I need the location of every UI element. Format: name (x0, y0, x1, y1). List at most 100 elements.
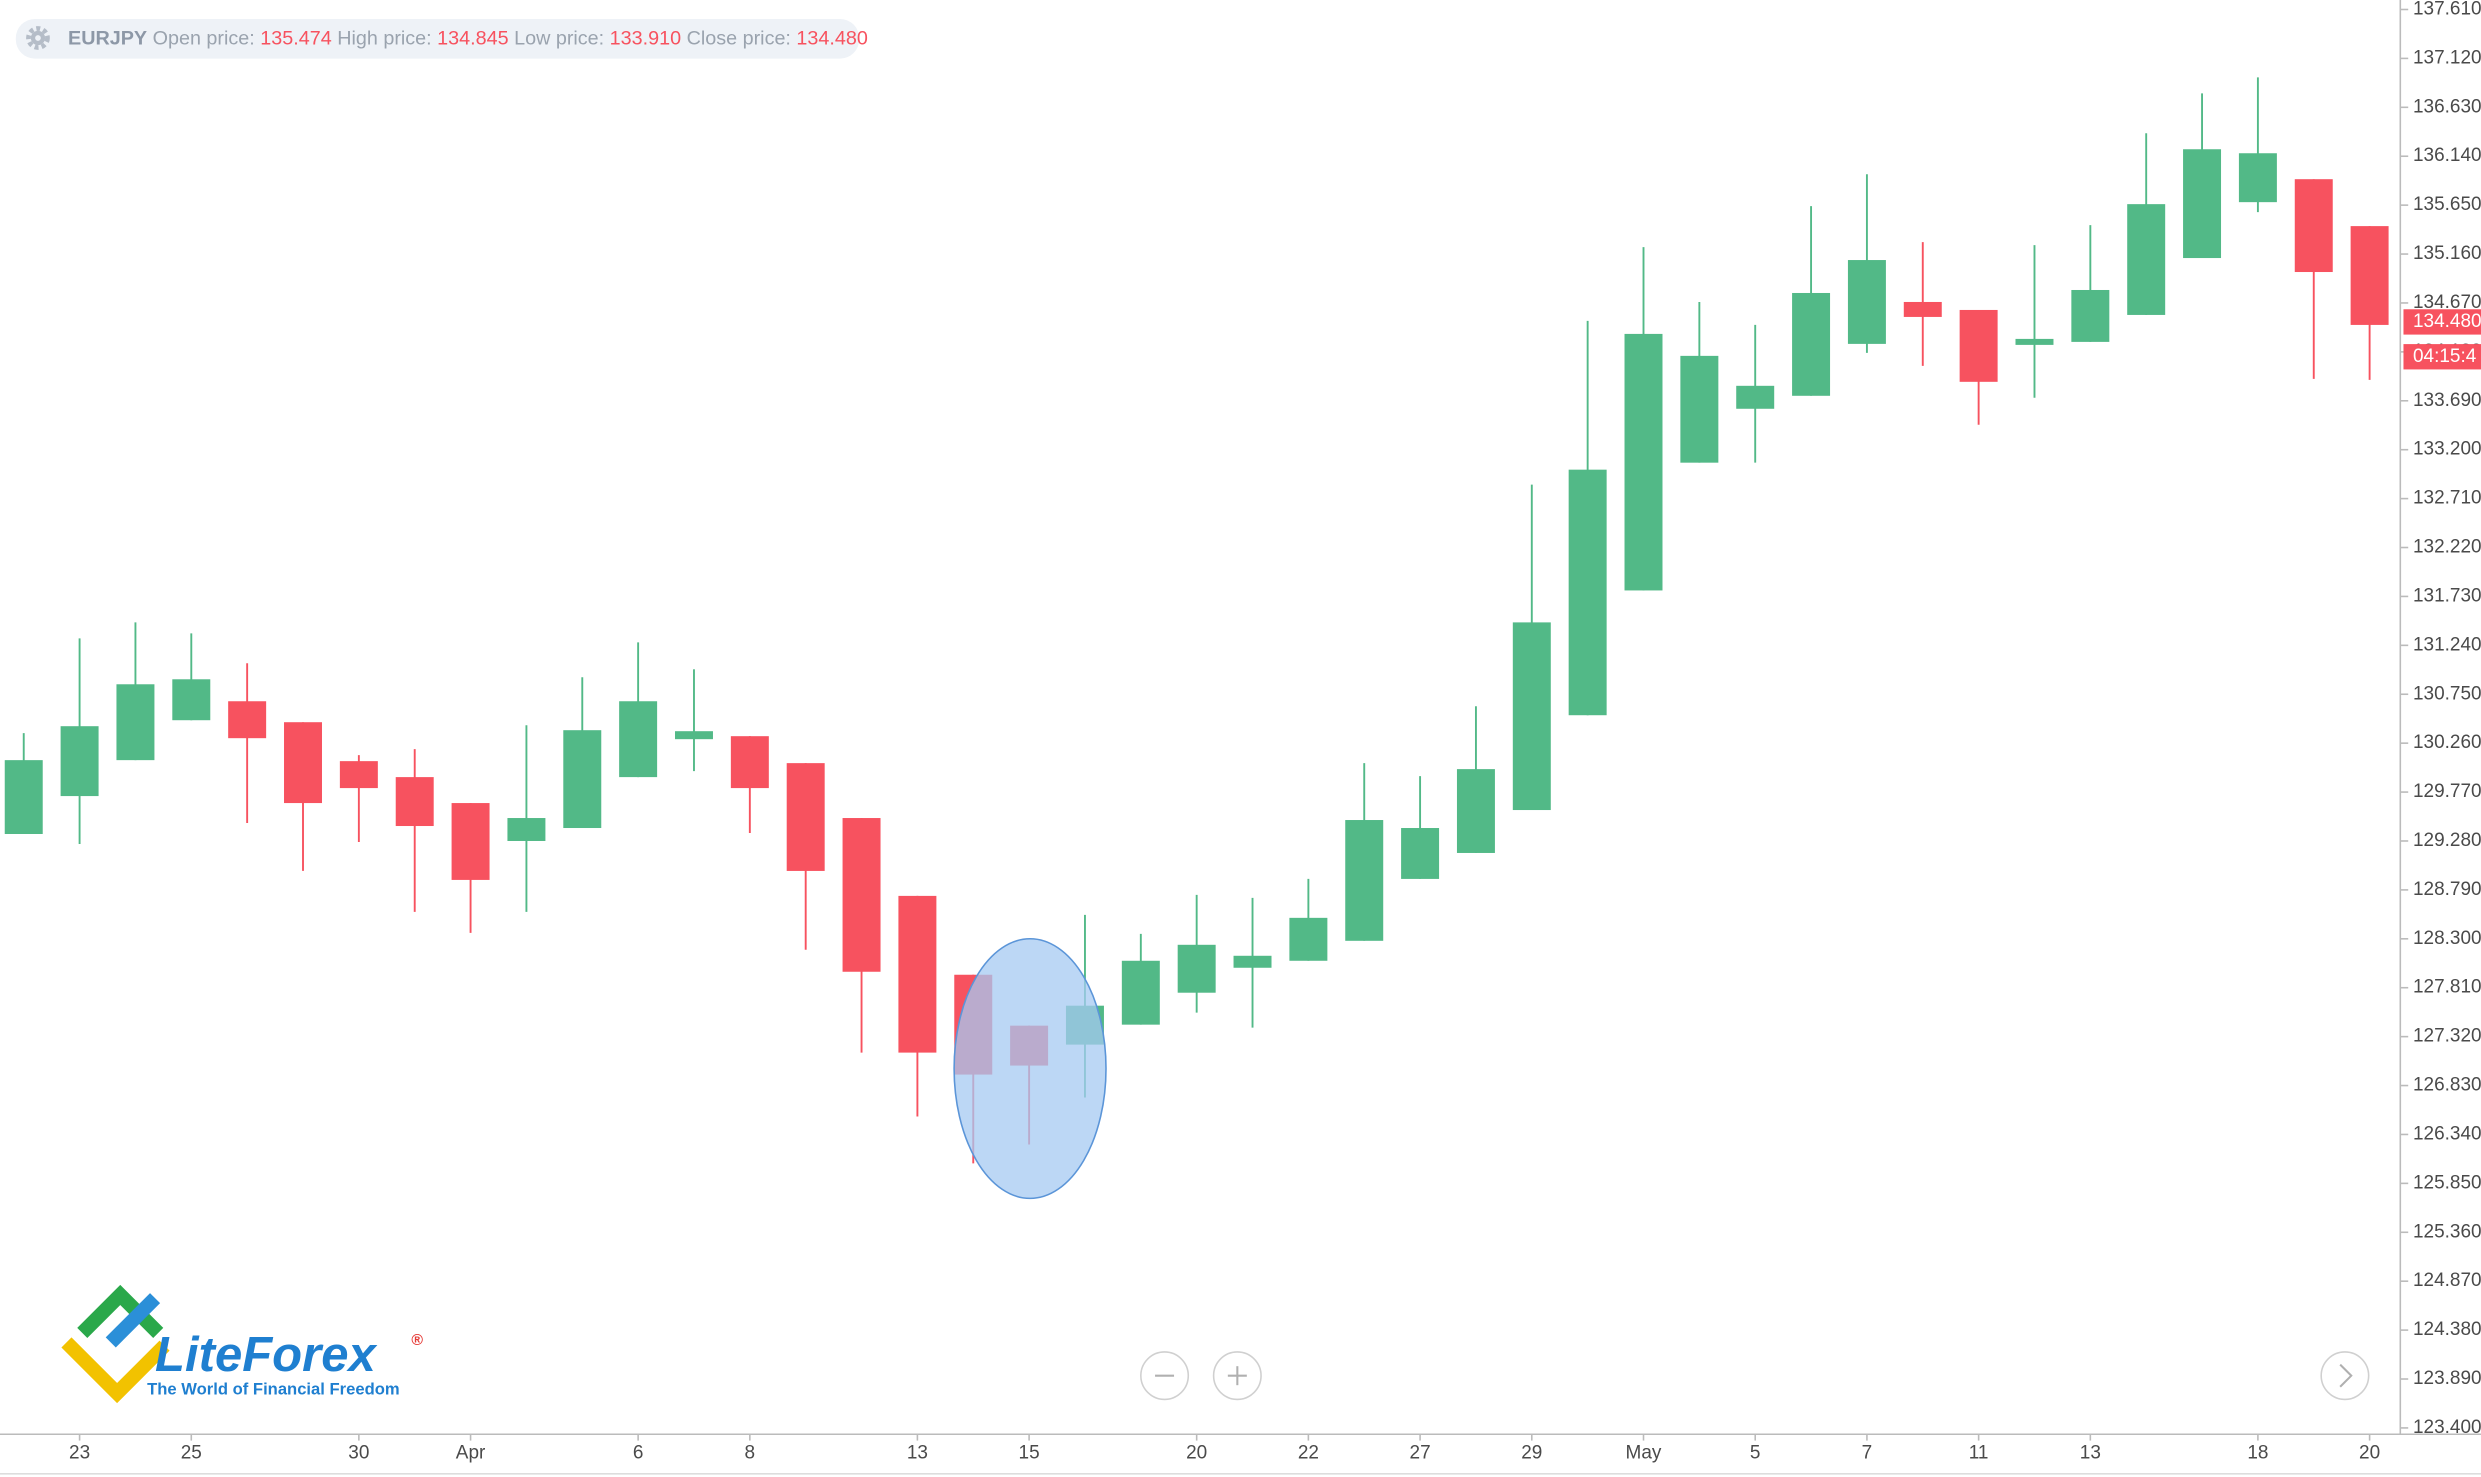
x-tick-label: 8 (745, 1442, 756, 1463)
candle-body (2015, 338, 2054, 345)
candle-body (4, 760, 43, 835)
logo-tagline: The World of Financial Freedom (147, 1379, 399, 1398)
x-tick-label: 20 (1186, 1442, 1207, 1463)
low-value: 133.910 (610, 28, 681, 50)
candle-body (898, 895, 937, 1053)
y-tick-label: 127.320 (2413, 1026, 2481, 1047)
button-circle (2320, 1351, 2370, 1401)
x-tick-label: 7 (1862, 1442, 1873, 1463)
x-tick-label: May (1626, 1442, 1662, 1463)
y-tick-label: 124.870 (2413, 1270, 2481, 1291)
y-tick-label: 127.810 (2413, 977, 2481, 998)
zoom-out-button[interactable] (1140, 1351, 1190, 1401)
y-tick-label: 137.610 (2413, 0, 2481, 20)
candle-body (507, 818, 546, 841)
candle-body (284, 722, 322, 804)
candle-body (1289, 917, 1328, 961)
y-axis: 137.610 137.120 136.630 136.140 135.650 135.1… (2400, 0, 2481, 1438)
gear-teeth (26, 26, 50, 50)
close-label: Close price: (687, 28, 791, 50)
y-tick-label: 136.140 (2413, 145, 2481, 166)
y-tick-label: 128.790 (2413, 879, 2481, 900)
y-tick-label: 132.220 (2413, 537, 2481, 558)
y-tick-label: 134.670 (2413, 292, 2481, 313)
candle-body (674, 731, 713, 740)
y-tick-label: 123.890 (2413, 1368, 2481, 1389)
last-price-label: 134.480 (2413, 311, 2481, 332)
symbol: EURJPY (68, 28, 147, 50)
x-tick-label: 30 (348, 1442, 369, 1463)
candle-body (786, 763, 825, 871)
scroll-right-button[interactable] (2320, 1351, 2370, 1401)
candle-body (1121, 960, 1160, 1025)
y-tick-label: 129.280 (2413, 830, 2481, 851)
candle-body (2350, 226, 2389, 325)
candle-body (1736, 385, 1775, 409)
header: EURJPY Open price: 135.474 High price: 1… (15, 18, 868, 59)
candle-body (1456, 769, 1495, 853)
candle-body (60, 726, 99, 797)
candle-body (563, 730, 602, 829)
logo-name: LiteForex (155, 1328, 377, 1382)
candle-body (1959, 309, 1998, 382)
candle-body (451, 803, 490, 880)
candle-body (1177, 944, 1216, 993)
high-value: 134.845 (437, 28, 508, 50)
candle-body (2127, 204, 2166, 315)
x-tick-label: 13 (2080, 1442, 2101, 1463)
candle-body (2183, 149, 2222, 259)
x-tick-label: 13 (907, 1442, 928, 1463)
candle-body (1512, 622, 1551, 811)
timer-bg (2403, 344, 2481, 370)
y-tick-label: 128.300 (2413, 928, 2481, 949)
y-tick-label: 130.750 (2413, 683, 2481, 704)
y-tick-label: 126.830 (2413, 1075, 2481, 1096)
open-label: Open price: (153, 28, 255, 50)
x-axis: 23 25 30 Apr 6 8 13 15 20 22 27 29 May 5 7 11 13 18 20 (69, 1434, 2380, 1463)
x-tick-label: 15 (1019, 1442, 1040, 1463)
candle-body (116, 684, 155, 761)
candle-body (1624, 333, 1663, 591)
logo-green (77, 1284, 164, 1338)
x-tick-label: 20 (2359, 1442, 2380, 1463)
x-tick-label: 18 (2247, 1442, 2268, 1463)
y-tick-label: 133.200 (2413, 439, 2481, 460)
logo: LiteForex ® The World of Financial Freed… (61, 1284, 423, 1404)
candle-body (1568, 469, 1607, 716)
y-tick-label: 131.730 (2413, 585, 2481, 606)
x-tick-label: 29 (1521, 1442, 1542, 1463)
logo-yellow (61, 1337, 170, 1404)
timer-label: 04:15:4 (2413, 346, 2476, 367)
x-tick-label: 6 (633, 1442, 644, 1463)
candle-body (730, 736, 769, 789)
candle-body (2294, 179, 2333, 273)
candle-body (1847, 260, 1886, 344)
y-tick-label: 124.380 (2413, 1319, 2481, 1340)
x-tick-label: 25 (181, 1442, 202, 1463)
x-tick-label: 11 (1969, 1442, 1989, 1463)
y-tick-label: 130.260 (2413, 732, 2481, 753)
x-tick-label: 22 (1298, 1442, 1319, 1463)
header-text: EURJPY Open price: 135.474 High price: 1… (68, 28, 868, 50)
candle-body (2071, 289, 2110, 342)
candle-body (1792, 292, 1831, 396)
settings-icon[interactable] (26, 26, 50, 50)
y-tick-label: 123.400 (2413, 1417, 2481, 1438)
candle-body (172, 679, 211, 721)
candle-body (619, 701, 658, 778)
candle-body (339, 761, 378, 789)
zoom-in-button[interactable] (1212, 1351, 1262, 1401)
x-tick-label: 5 (1750, 1442, 1761, 1463)
y-tick-label: 129.770 (2413, 781, 2481, 802)
candle-body (2238, 153, 2277, 203)
candle-body (1401, 828, 1440, 879)
last-price-bg (2403, 309, 2481, 335)
x-tick-label: 27 (1410, 1442, 1431, 1463)
candle-body (1680, 355, 1719, 463)
close-value: 134.480 (796, 28, 867, 50)
chevron-icon (2339, 1363, 2353, 1388)
candle-body (228, 701, 267, 739)
y-tick-label: 126.340 (2413, 1123, 2481, 1144)
plot-area (4, 77, 2389, 1164)
